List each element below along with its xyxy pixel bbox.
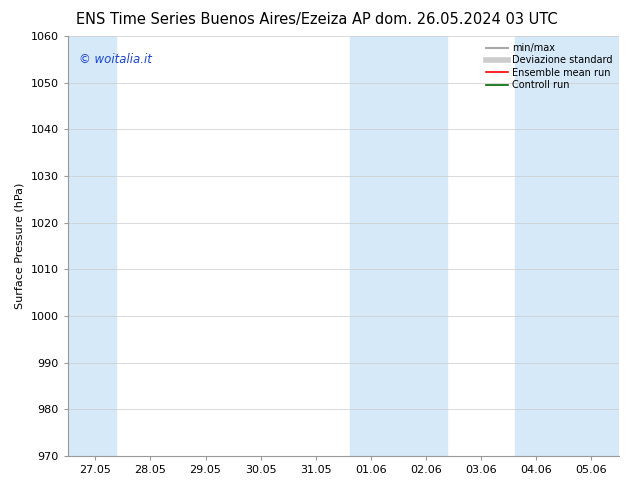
- Bar: [350, 36, 447, 456]
- Text: dom. 26.05.2024 03 UTC: dom. 26.05.2024 03 UTC: [375, 12, 558, 27]
- Legend: min/max, Deviazione standard, Ensemble mean run, Controll run: min/max, Deviazione standard, Ensemble m…: [484, 41, 614, 92]
- Text: © woitalia.it: © woitalia.it: [79, 53, 152, 66]
- Y-axis label: Surface Pressure (hPa): Surface Pressure (hPa): [15, 183, 25, 309]
- Text: ENS Time Series Buenos Aires/Ezeiza AP: ENS Time Series Buenos Aires/Ezeiza AP: [76, 12, 371, 27]
- Bar: [515, 36, 619, 456]
- Bar: [68, 36, 116, 456]
